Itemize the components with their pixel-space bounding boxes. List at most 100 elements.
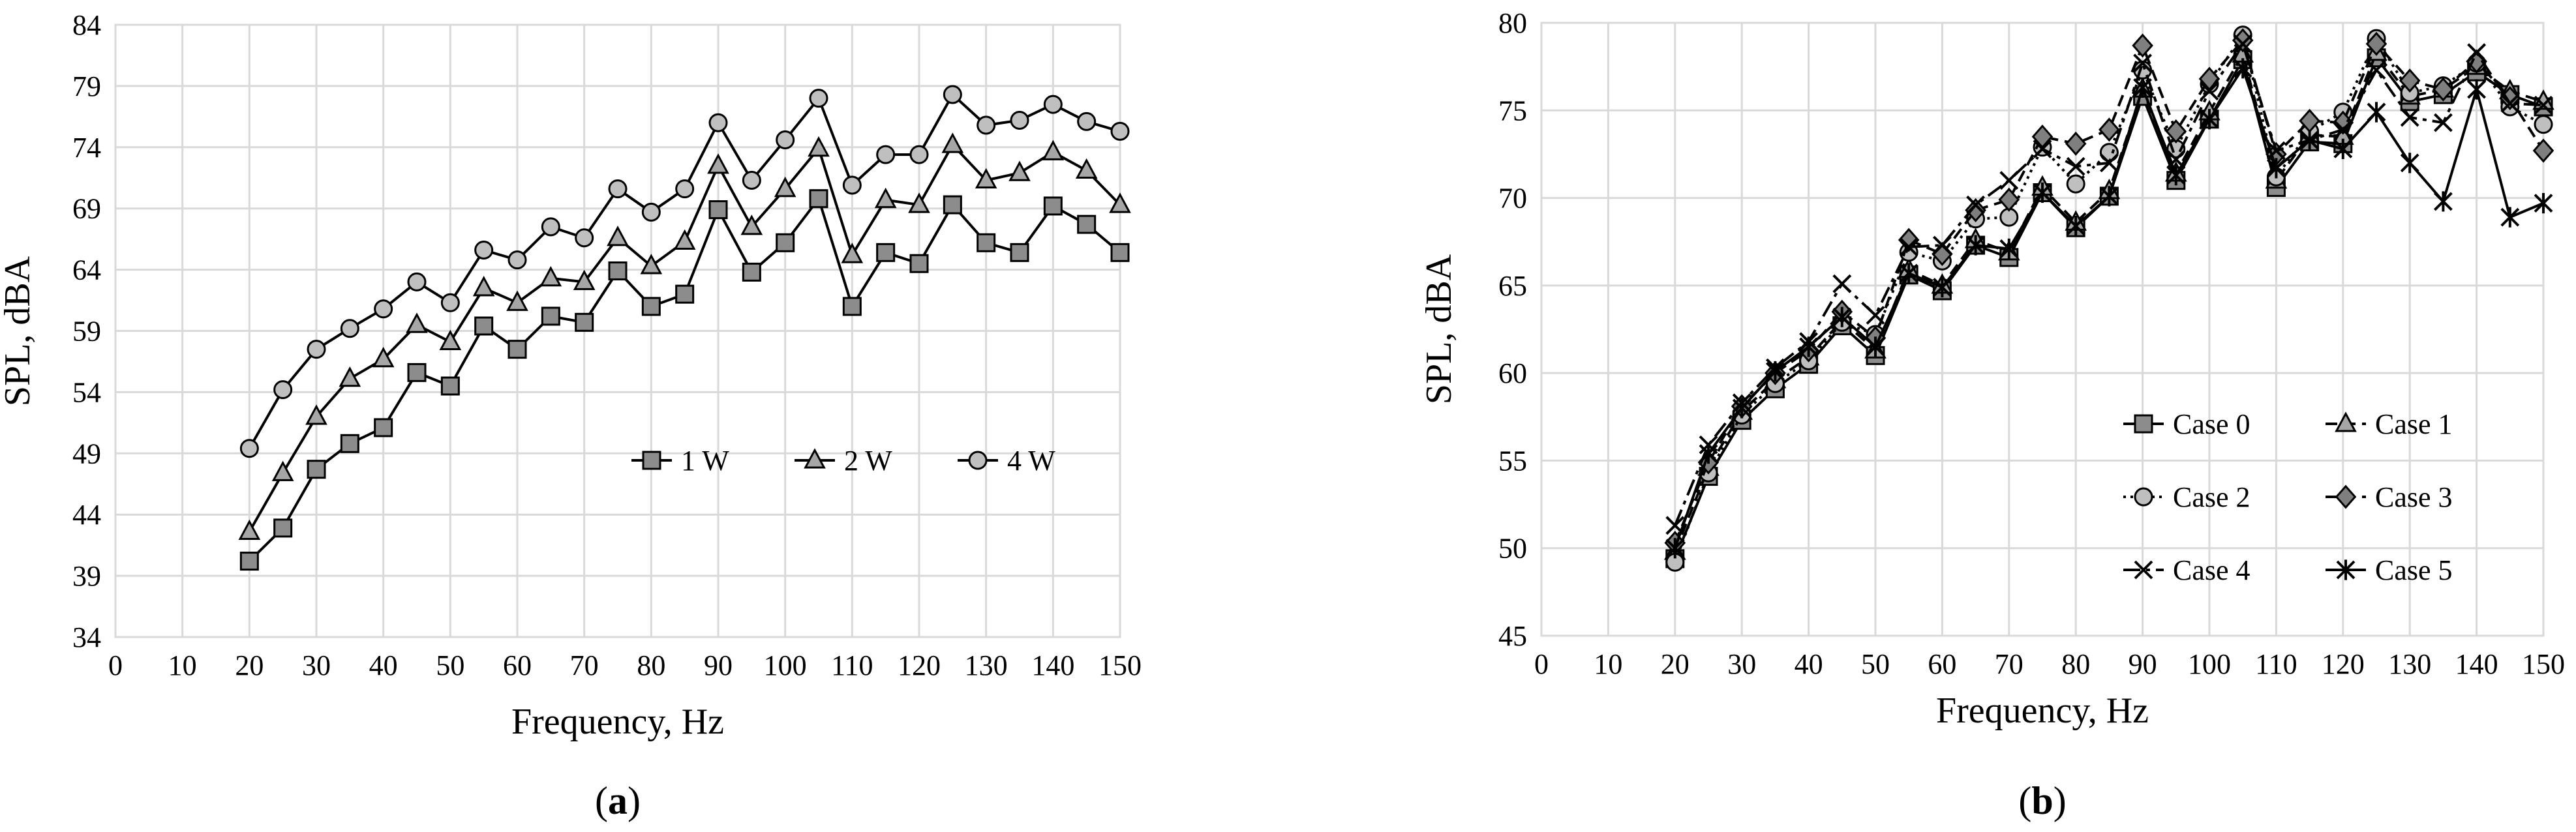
chart-a-series-4-w-point <box>909 145 929 164</box>
chart-b-series-case-5-point <box>1966 235 1986 256</box>
chart-a-series-2-w-point <box>1109 192 1131 213</box>
chart-a-xtick-label: 50 <box>436 649 464 681</box>
chart-a-panel-label: (a) <box>595 779 641 822</box>
chart-a-series-4-w-point <box>708 113 728 132</box>
chart-b-series-case-4-point <box>2099 153 2119 173</box>
chart-a-ytick-label: 74 <box>72 132 101 164</box>
chart-b-xtick-label: 130 <box>2388 648 2431 680</box>
chart-a-series-4-w-point <box>239 439 259 458</box>
chart-a: 0 10 20 30 40 50 60 70 80 90 100 110 120 130 140 150 34 3… <box>0 9 1142 822</box>
chart-a-series-1-w-point <box>909 254 929 273</box>
chart-b-series-case-4-point <box>2133 53 2153 73</box>
chart-a-series-1-w-point <box>1010 243 1029 262</box>
chart-b-xtick-label: 70 <box>1995 648 2023 680</box>
chart-b: 0 10 20 30 40 50 60 70 80 90 100 110 120 130 140 150 45 5… <box>1419 7 2565 822</box>
chart-a-series-4-w-point <box>943 85 962 104</box>
chart-a-xtick-label: 100 <box>764 649 807 681</box>
chart-a-series-4-w-point <box>307 340 326 359</box>
chart-b-legend-item-case-0-label: Case 0 <box>2173 408 2250 440</box>
chart-a-legend-item-1-w: 1 W <box>631 445 729 477</box>
chart-a-series-2-w-point <box>573 269 596 290</box>
chart-a-series-2-w-point <box>472 275 495 297</box>
chart-b-legend-item-case-1: Case 1 <box>2326 408 2453 440</box>
chart-b-legend-item-case-4-swatch-marker <box>2134 560 2153 580</box>
chart-a-series-2-w-point <box>539 265 562 287</box>
chart-a-legend-item-1-w-label: 1 W <box>681 445 729 477</box>
chart-a-series-1-w-point <box>440 376 460 396</box>
chart-a-series-2-w-point <box>740 215 763 235</box>
chart-a-series-4-w-point <box>575 228 594 248</box>
chart-b-legend-item-case-5-label: Case 5 <box>2375 554 2453 586</box>
chart-b-series-case-4-point <box>2200 82 2219 101</box>
chart-b-legend-item-case-2: Case 2 <box>2123 481 2250 513</box>
chart-b-ytick-label: 60 <box>1498 357 1527 389</box>
panel-label-open: ( <box>2018 779 2031 822</box>
chart-b-xtick-label: 90 <box>2129 648 2157 680</box>
chart-a-series-2-w-point <box>372 346 395 368</box>
chart-a-series-2-w-point <box>808 136 830 157</box>
chart-a-series-1-w-point <box>541 306 560 326</box>
chart-a-series-2-w-point <box>640 254 663 275</box>
chart-a-series-4-w-point <box>440 293 460 312</box>
chart-b-series-case-5-point <box>1932 276 1952 298</box>
chart-b-series-case-3-point <box>2099 117 2120 142</box>
chart-a-series-4-w-point <box>809 89 828 108</box>
chart-b-series-case-5-point <box>2166 165 2186 186</box>
chart-a-series-2-w-point <box>305 404 327 425</box>
chart-a-series-2-w-point <box>439 329 462 350</box>
chart-a-series-1-w-point <box>307 460 326 479</box>
chart-a-ytick-label: 59 <box>72 316 101 348</box>
chart-b-series-case-3-point <box>2365 31 2387 56</box>
chart-b-legend-item-case-4-label: Case 4 <box>2173 554 2250 586</box>
chart-a-series-2-w-point <box>406 312 428 333</box>
chart-b-series-case-5-point <box>1999 238 2019 260</box>
chart-b-series-case-5-point <box>2133 77 2153 98</box>
panel-label-letter: b <box>2031 779 2053 822</box>
chart-b-legend-item-case-2-swatch-marker <box>2134 487 2153 507</box>
chart-a-series-2-w <box>238 132 1131 541</box>
chart-a-series-1-w-point <box>675 284 695 304</box>
chart-b-legend-item-case-0-swatch-marker <box>2134 414 2153 434</box>
chart-a-series-1-w-point <box>641 297 661 316</box>
chart-a-ytick-label: 54 <box>72 376 101 408</box>
chart-b-x-axis-title: Frequency, Hz <box>1936 691 2149 731</box>
chart-a-series-2-w-point <box>238 519 261 541</box>
chart-b-series-case-2-point <box>2534 115 2553 134</box>
chart-b-series-case-4-point <box>1832 274 1852 293</box>
chart-a-legend-item-1-w-swatch-marker <box>642 451 661 470</box>
chart-b-xtick-label: 100 <box>2188 648 2231 680</box>
chart-a-xtick-label: 20 <box>235 649 264 681</box>
chart-b-series-case-5-point <box>1732 398 1751 419</box>
chart-b-series-case-4-point <box>2534 95 2553 115</box>
chart-a-series-4-w-point <box>407 272 427 291</box>
chart-b-series-case-5-point <box>2433 191 2453 212</box>
chart-a-series-1-w-point <box>842 297 862 316</box>
chart-a-series-4-w-point <box>842 175 862 195</box>
chart-b-plot-frame <box>1540 22 2545 637</box>
chart-b-series-case-4-point <box>2333 120 2353 140</box>
chart-a-legend: 1 W 2 W 4 W <box>631 445 1055 477</box>
chart-a-series-4-w-point <box>641 202 661 222</box>
chart-b-series-case-2-point <box>2066 174 2085 194</box>
chart-b-series-case-5-point <box>2367 102 2386 123</box>
chart-a-series-1-w-point <box>742 262 761 282</box>
chart-a-series-2-w-point <box>1008 160 1031 181</box>
chart-b-series-case-5-point <box>2400 153 2419 173</box>
chart-a-series-2-w-point <box>774 176 796 198</box>
chart-a-y-axis-title: SPL, dBA <box>0 256 38 406</box>
chart-b-legend-item-case-1-swatch-marker <box>2335 411 2357 432</box>
chart-b-series-case-5-point <box>1832 306 1852 327</box>
chart-b-series-case-4-point <box>2400 108 2419 127</box>
chart-a-series-4-w-point <box>876 145 896 164</box>
chart-a-series-1-w-point <box>474 316 494 336</box>
chart-b-series-case-5-point <box>2099 186 2119 207</box>
chart-b-xtick-label: 50 <box>1861 648 1890 680</box>
chart-b-series-case-5-point <box>1899 263 1918 284</box>
chart-b-series-case-5-point <box>2233 58 2252 79</box>
chart-b-legend-item-case-3-label: Case 3 <box>2375 481 2453 513</box>
chart-b-series-case-4 <box>1665 34 2553 535</box>
chart-b-series-case-5-point <box>2500 207 2520 228</box>
panel-label-letter: a <box>608 779 628 822</box>
chart-a-series-1-w-point <box>1077 215 1097 234</box>
chart-a-series-4-w-point <box>608 179 628 199</box>
